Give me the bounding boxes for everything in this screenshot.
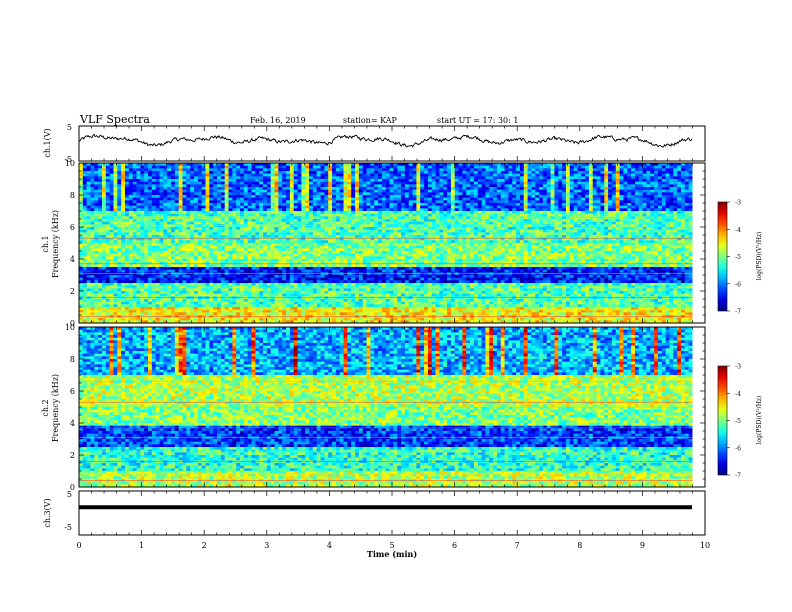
ch2-spectrogram-image xyxy=(79,327,705,488)
ch3-ylabel: ch.3(V) xyxy=(43,498,52,527)
x-tick-label: 3 xyxy=(264,541,269,550)
spec-ytick-label: 8 xyxy=(70,355,75,364)
spec-ytick-label: 10 xyxy=(65,323,75,332)
ch3-voltage-panel: 5 -5 ch.3(V) xyxy=(43,490,706,536)
ch1-spectrogram-image xyxy=(79,163,705,324)
figure-title: VLF Spectra xyxy=(79,113,150,126)
date-label: Feb. 16, 2019 xyxy=(250,116,306,125)
x-tick-label: 4 xyxy=(327,541,332,550)
x-tick-label: 8 xyxy=(577,541,582,550)
ch2-colorbar-label: log(PSD)(V²/Hz) xyxy=(756,396,763,445)
ch1-colorbar-gradient xyxy=(717,201,728,312)
spec-ytick-label: 2 xyxy=(70,287,75,296)
x-axis-label: Time (min) xyxy=(367,549,417,559)
ch1-spec-ytick-labels: 0 2 4 6 8 10 xyxy=(65,159,75,328)
ch2-spec-ylabel-line2: Frequency (kHz) xyxy=(51,374,60,442)
ch1-spec-ticks xyxy=(78,162,706,324)
ch3-frame xyxy=(78,490,706,536)
ch1-voltage-panel: 5 -5 ch.1(V) xyxy=(43,123,706,164)
colorbar-tick-label: -5 xyxy=(735,418,741,425)
ch2-spec-ytick-labels: 0 2 4 6 8 10 xyxy=(65,323,75,492)
spec-ytick-label: 4 xyxy=(70,255,75,264)
x-tick-label: 2 xyxy=(202,541,207,550)
ch1-ytick-top: 5 xyxy=(67,123,72,132)
ch1-frame xyxy=(78,125,706,162)
start-time-label: start UT = 17: 30: 1 xyxy=(437,116,518,125)
ch1-spec-ylabel-line2: Frequency (kHz) xyxy=(51,210,60,278)
ch1-colorbar-ticks: -3 -4 -5 -6 -7 xyxy=(727,200,741,316)
colorbar-tick-label: -7 xyxy=(735,473,741,480)
ch1-spec-ylabel-line1: ch.1 xyxy=(41,235,50,252)
ch1-ticks xyxy=(78,126,706,161)
ch1-colorbar-label: log(PSD)(V²/Hz) xyxy=(756,232,763,281)
spec-ytick-label: 0 xyxy=(70,319,75,328)
ch2-spectrogram-panel: 0 2 4 6 8 10 ch.2 Frequency (kHz) xyxy=(41,323,706,492)
ch2-colorbar-gradient xyxy=(717,365,728,476)
colorbar-tick-label: -5 xyxy=(735,254,741,261)
colorbar-tick-label: -7 xyxy=(735,309,741,316)
ch3-ytick-bottom: -5 xyxy=(64,523,72,532)
colorbar-tick-label: -3 xyxy=(735,364,741,371)
ch2-spec-ylabel-line1: ch.2 xyxy=(41,399,50,416)
spec-ytick-label: 2 xyxy=(70,451,75,460)
ch1-voltage-line xyxy=(78,133,693,148)
ch2-spec-ticks xyxy=(78,326,706,488)
spec-ytick-label: 6 xyxy=(70,223,75,232)
colorbar-tick-label: -3 xyxy=(735,200,741,207)
colorbar-tick-label: -6 xyxy=(735,281,741,288)
ch1-colorbar: -3 -4 -5 -6 -7 log(PSD)(V²/Hz) xyxy=(717,200,763,316)
colorbar-tick-label: -4 xyxy=(735,227,741,234)
ch1-ylabel: ch.1(V) xyxy=(43,128,52,157)
x-axis-tick-labels: 0 1 2 3 4 5 6 7 8 9 10 xyxy=(76,541,710,550)
ch3-ytick-top: 5 xyxy=(67,490,72,499)
x-tick-label: 5 xyxy=(389,541,394,550)
x-tick-label: 0 xyxy=(76,541,81,550)
ch1-spectrogram-panel: 0 2 4 6 8 10 ch.1 Frequency (kHz) xyxy=(41,159,706,328)
colorbar-tick-label: -6 xyxy=(735,445,741,452)
x-tick-label: 6 xyxy=(452,541,457,550)
spec-ytick-label: 10 xyxy=(65,159,75,168)
x-tick-label: 1 xyxy=(139,541,144,550)
station-label: station= KAP xyxy=(343,116,398,125)
ch3-ticks xyxy=(78,491,706,535)
spec-ytick-label: 0 xyxy=(70,483,75,492)
spec-ytick-label: 6 xyxy=(70,387,75,396)
x-tick-label: 7 xyxy=(515,541,520,550)
ch2-colorbar: -3 -4 -5 -6 -7 log(PSD)(V²/Hz) xyxy=(717,364,763,480)
x-tick-label: 10 xyxy=(700,541,710,550)
ch1-ytick-bottom: -5 xyxy=(64,155,72,164)
spec-ytick-label: 8 xyxy=(70,191,75,200)
spec-ytick-label: 4 xyxy=(70,419,75,428)
ch2-colorbar-ticks: -3 -4 -5 -6 -7 xyxy=(727,364,741,480)
x-tick-label: 9 xyxy=(640,541,645,550)
colorbar-tick-label: -4 xyxy=(735,391,741,398)
